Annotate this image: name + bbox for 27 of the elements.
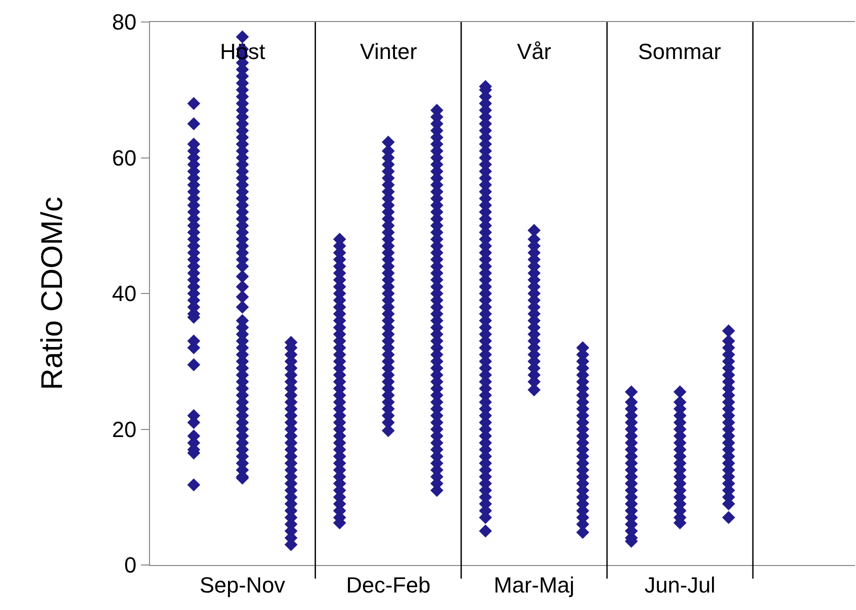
y-tick-label: 80 — [112, 10, 136, 35]
point — [187, 478, 200, 492]
point — [722, 324, 736, 338]
point — [236, 280, 249, 294]
point — [722, 510, 736, 524]
x-tick-label: Dec-Feb — [346, 572, 430, 598]
point — [187, 358, 200, 372]
y-tick-label: 60 — [112, 145, 136, 170]
point — [673, 385, 686, 398]
point — [478, 524, 492, 538]
point — [236, 300, 249, 314]
annotation: Vår — [517, 39, 552, 64]
point — [382, 136, 395, 149]
point — [187, 96, 200, 110]
y-tick-label: 20 — [112, 416, 136, 442]
point — [624, 385, 638, 398]
y-axis-title: Ratio CDOM/c — [36, 196, 69, 390]
annotation: Vinter — [360, 39, 418, 64]
x-tick-label: Mar-Maj — [494, 572, 574, 598]
x-tick-label: Sep-Nov — [200, 572, 286, 598]
y-tick-label: 0 — [124, 552, 136, 578]
y-tick-label: 40 — [112, 281, 136, 306]
point — [236, 270, 249, 284]
point — [187, 117, 200, 130]
x-tick-label: Jun-Jul — [644, 572, 716, 598]
annotation: Sommar — [638, 39, 722, 64]
point — [236, 290, 249, 304]
